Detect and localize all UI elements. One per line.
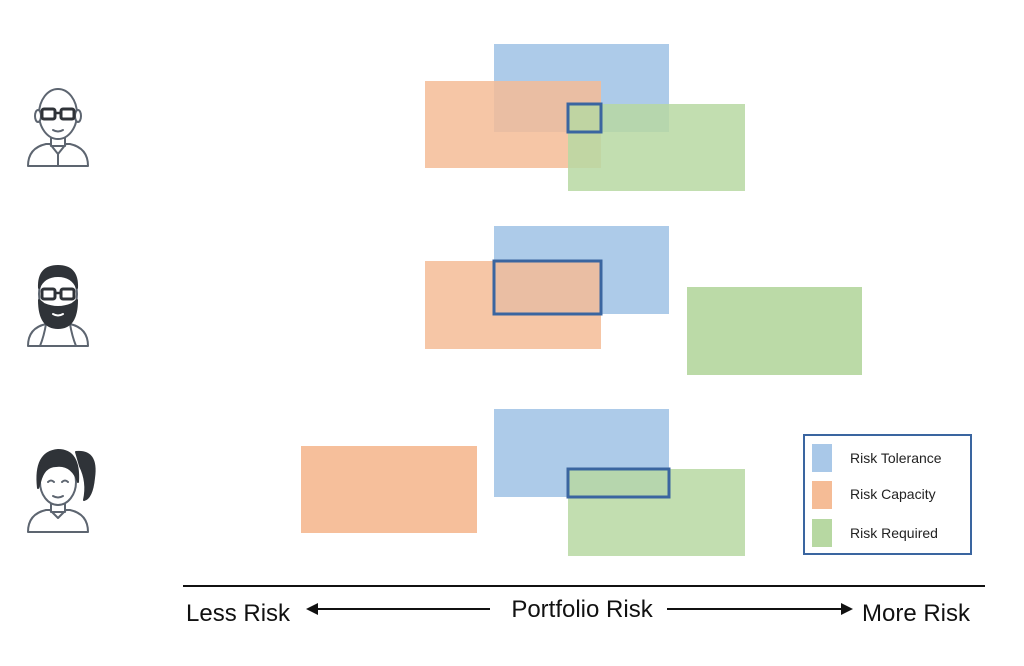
legend-label: Risk Tolerance (850, 450, 942, 466)
risk-required-box (568, 104, 745, 191)
less-risk-label: Less Risk (186, 600, 291, 627)
row-1 (425, 44, 745, 191)
portfolio-risk-label: Portfolio Risk (511, 596, 653, 623)
legend-swatch (812, 444, 832, 472)
overlap-outline (566, 102, 603, 134)
legend-swatch (812, 519, 832, 547)
legend-item-risk-tolerance: Risk Tolerance (812, 444, 942, 472)
legend: Risk Tolerance Risk Capacity Risk Requir… (803, 434, 972, 555)
risk-required-box (687, 287, 862, 375)
risk-axis: Less Risk Portfolio Risk More Risk (183, 585, 985, 627)
risk-required-box (568, 469, 745, 556)
left-arrowhead-icon (306, 603, 318, 615)
risk-capacity-box (425, 261, 601, 349)
row-2 (425, 226, 862, 375)
more-risk-label: More Risk (862, 600, 971, 627)
bearded-man-with-glasses-icon (27, 265, 89, 347)
overlap-outline (566, 467, 671, 499)
woman-with-ponytail-icon (27, 449, 96, 533)
overlap-outline (492, 259, 603, 316)
row-3 (301, 409, 745, 556)
right-arrowhead-icon (841, 603, 853, 615)
bald-man-with-glasses-icon (27, 88, 89, 167)
legend-item-risk-capacity: Risk Capacity (812, 481, 936, 509)
legend-label: Risk Capacity (850, 486, 936, 502)
legend-label: Risk Required (850, 525, 938, 541)
risk-capacity-box (301, 446, 477, 533)
legend-item-risk-required: Risk Required (812, 519, 938, 547)
legend-swatch (812, 481, 832, 509)
